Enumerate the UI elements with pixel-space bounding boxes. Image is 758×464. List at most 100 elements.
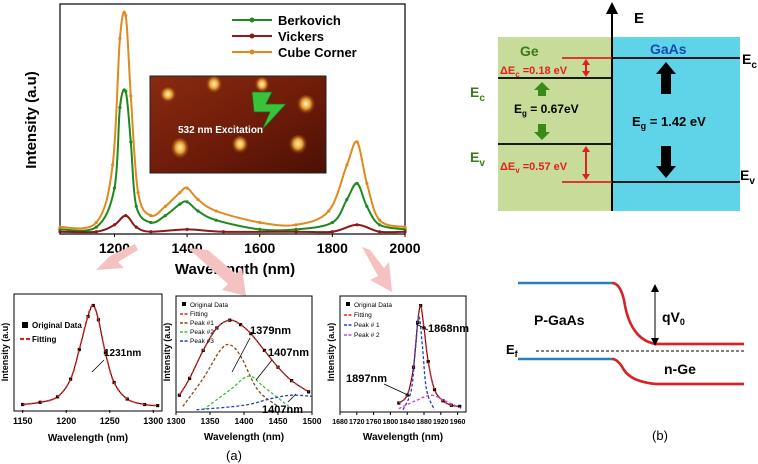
point-original-data-6 xyxy=(249,332,253,336)
point-berkovich-11 xyxy=(196,209,200,213)
energy-axis-label: E xyxy=(634,10,644,27)
legend-vickers: Vickers xyxy=(278,29,324,44)
point-cube-corner-6 xyxy=(136,191,140,195)
point-vickers-11 xyxy=(377,230,382,234)
tick-label-1500: 1500 xyxy=(303,416,322,426)
dec-label: ΔEc =0.18 eV xyxy=(500,65,568,79)
point-original-data-2 xyxy=(55,395,60,399)
point-cube-corner-10 xyxy=(185,186,189,190)
point-berkovich-17 xyxy=(355,181,359,185)
tick-label-1800: 1800 xyxy=(317,240,348,256)
point-cube-corner-15 xyxy=(327,209,331,213)
point-cube-corner-18 xyxy=(365,181,369,185)
point-berkovich-15 xyxy=(330,220,334,225)
point-vickers-2 xyxy=(112,223,117,227)
tick-label-1250: 1250 xyxy=(100,416,120,426)
tick-label-1300: 1300 xyxy=(143,416,163,426)
qv0-arrowhead-bottom xyxy=(651,338,659,346)
point-original-data-5 xyxy=(239,323,243,327)
panel3-xticks: 1680 1720 1760 1800 1840 1880 1920 1960 xyxy=(332,412,465,426)
arrow-2 xyxy=(188,248,246,296)
dec-arrow xyxy=(582,59,590,77)
tick-label-1600: 1600 xyxy=(244,240,275,256)
point-berkovich-1 xyxy=(94,225,98,229)
p3-legend-peak2: Peak # 2 xyxy=(354,332,380,339)
arrow-1 xyxy=(96,244,138,270)
panel-1231: 1150 1200 1250 1300 Wavelength (nm) Intensi… xyxy=(0,293,163,444)
point-vickers-8 xyxy=(294,230,298,234)
main-legend: Berkovich Vickers Cube Corner xyxy=(232,13,357,60)
point-cube-corner-2 xyxy=(111,163,115,167)
point-vickers-6 xyxy=(185,227,189,231)
panel2-xlabel: Wavelength (nm) xyxy=(204,432,284,443)
gaas-ec-label: Ec xyxy=(742,51,757,71)
point-cube-corner-12 xyxy=(214,209,218,213)
p2-legend-peak2: Peak #2 xyxy=(190,329,214,336)
panel1-frame xyxy=(13,293,163,412)
point-berkovich-7 xyxy=(149,220,153,225)
ge-region xyxy=(498,37,612,211)
p3-legend: Original Data Fitting Peak # 1 Peak # 2 xyxy=(344,302,392,339)
panel1-xticks: 1150 1200 1250 1300 xyxy=(13,410,163,426)
p2-legend: Original Data Fitting Peak #1 Peak #2 Pe… xyxy=(180,302,228,345)
point-berkovich-0 xyxy=(58,227,62,231)
tick-label-1350: 1350 xyxy=(201,416,220,426)
point-berkovich-2 xyxy=(112,186,117,190)
panel2-xticks: 1300 1350 1400 1450 1500 xyxy=(167,412,322,426)
point-cube-corner-11 xyxy=(196,197,200,202)
p2-legend-data: Original Data xyxy=(190,302,228,309)
point-cube-corner-13 xyxy=(258,220,262,225)
tick-label-1760: 1760 xyxy=(366,419,382,426)
n-ge-label: n-Ge xyxy=(664,361,696,377)
tick-label-1840: 1840 xyxy=(399,419,415,426)
point-vickers-3 xyxy=(124,214,128,218)
tick-label-1680: 1680 xyxy=(332,419,348,426)
point-vickers-7 xyxy=(221,230,226,234)
point-cube-corner-3 xyxy=(118,36,122,41)
p2-legend-fit: Fitting xyxy=(190,311,208,318)
eg-ge-label: Eg = 0.67eV xyxy=(514,102,579,118)
main-xticks: 1200 1400 1600 1800 2000 xyxy=(99,234,421,256)
panel3-ylabel: Intensity (a.u) xyxy=(326,323,336,382)
point-berkovich-18 xyxy=(365,204,369,208)
point-berkovich-20 xyxy=(403,227,407,231)
arrow-3 xyxy=(362,247,392,292)
dev-label: ΔEv =0.57 eV xyxy=(500,161,568,175)
tick-label-1960: 1960 xyxy=(450,419,466,426)
energy-axis-arrowhead xyxy=(606,2,618,14)
point-original-data-6 xyxy=(426,360,430,364)
point-berkovich-13 xyxy=(258,227,262,231)
series-peak-2 xyxy=(398,394,463,410)
series-peak-1 xyxy=(402,316,436,411)
band-diagram: E Ge GaAs ΔEc =0.18 xyxy=(470,2,757,211)
p2-annotation-1379: 1379nm xyxy=(250,325,291,337)
p2-annotation-1407a: 1407nm xyxy=(268,347,309,359)
point-cube-corner-14 xyxy=(294,223,298,227)
point-berkovich-6 xyxy=(134,204,138,208)
p3-arrow-1897 xyxy=(383,383,411,397)
tick-label-1880: 1880 xyxy=(416,419,432,426)
point-original-data-8 xyxy=(103,351,108,355)
p-gaas-label: P-GaAs xyxy=(534,312,585,328)
tick-label-1800: 1800 xyxy=(383,419,399,426)
p2-annotation-1407b: 1407nm xyxy=(262,404,303,416)
tick-label-1300: 1300 xyxy=(167,416,186,426)
p3-legend-fit: Fitting xyxy=(354,312,372,319)
lightning-icon xyxy=(251,91,287,131)
panel1-xlabel: Wavelength (nm) xyxy=(48,433,128,444)
point-original-data-7 xyxy=(432,388,437,392)
point-cube-corner-5 xyxy=(129,94,133,98)
point-original-data-1 xyxy=(38,400,42,404)
qv0-arrowhead-top xyxy=(651,284,659,292)
point-cube-corner-19 xyxy=(377,218,382,222)
p2-arrow-1379 xyxy=(231,337,251,373)
point-berkovich-12 xyxy=(214,218,218,222)
dev-arrow xyxy=(582,146,590,180)
gaas-label: GaAs xyxy=(650,41,687,57)
valence-band-n-side xyxy=(611,357,744,386)
eg-ge-arrow xyxy=(534,82,550,140)
legend-cube-corner: Cube Corner xyxy=(278,45,357,60)
point-berkovich-14 xyxy=(294,227,298,231)
point-cube-corner-17 xyxy=(355,140,359,144)
